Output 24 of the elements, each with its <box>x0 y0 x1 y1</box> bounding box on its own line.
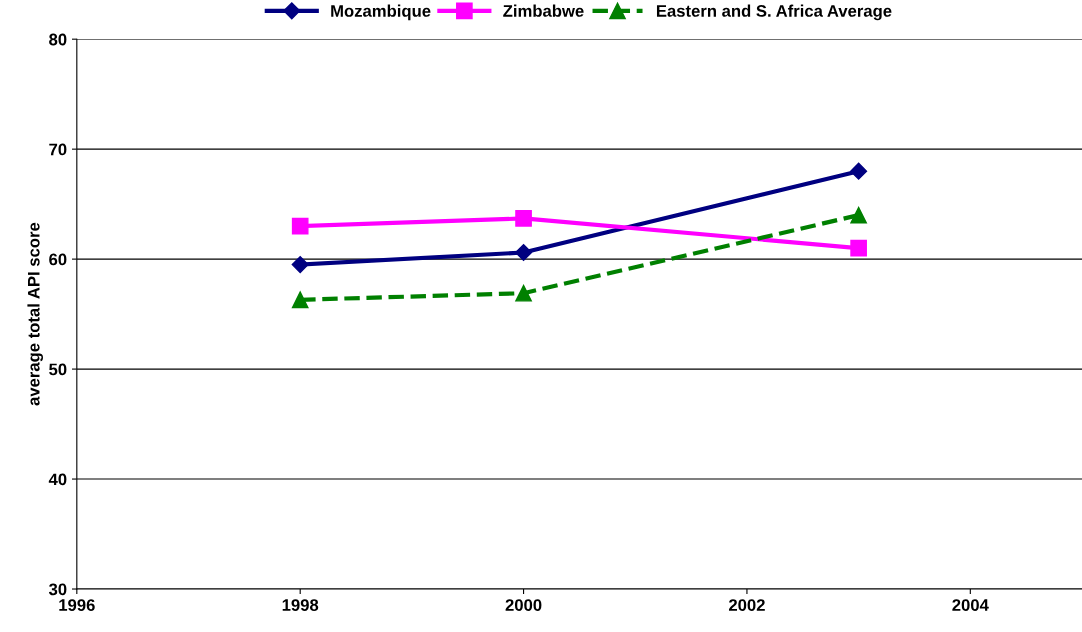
point <box>850 239 867 257</box>
point <box>515 284 532 302</box>
point <box>850 206 867 224</box>
x-tick-label: 1996 <box>59 599 95 611</box>
y-axis-title: average total API score <box>27 222 44 406</box>
point <box>291 291 309 309</box>
point <box>515 243 533 262</box>
point <box>291 256 309 274</box>
x-tick-label: 1998 <box>282 599 319 611</box>
x-tick-label: 2002 <box>728 599 765 611</box>
point <box>850 162 868 180</box>
y-tick-label: 30 <box>48 583 67 596</box>
x-tick-label: 2004 <box>952 599 989 611</box>
legend-label: Eastern and S. Africa Average <box>656 4 892 21</box>
y-tick-label: 70 <box>49 143 67 156</box>
y-tick-label: 40 <box>48 473 67 486</box>
legend-label: Zimbabwe <box>503 4 584 17</box>
legend-label: Mozambique <box>331 4 431 21</box>
point <box>291 217 309 235</box>
y-tick-label: 60 <box>49 253 67 266</box>
point <box>515 210 532 227</box>
x-tick-label: 2000 <box>505 599 542 611</box>
y-tick-label: 80 <box>49 33 67 46</box>
y-tick-label: 50 <box>49 363 67 376</box>
